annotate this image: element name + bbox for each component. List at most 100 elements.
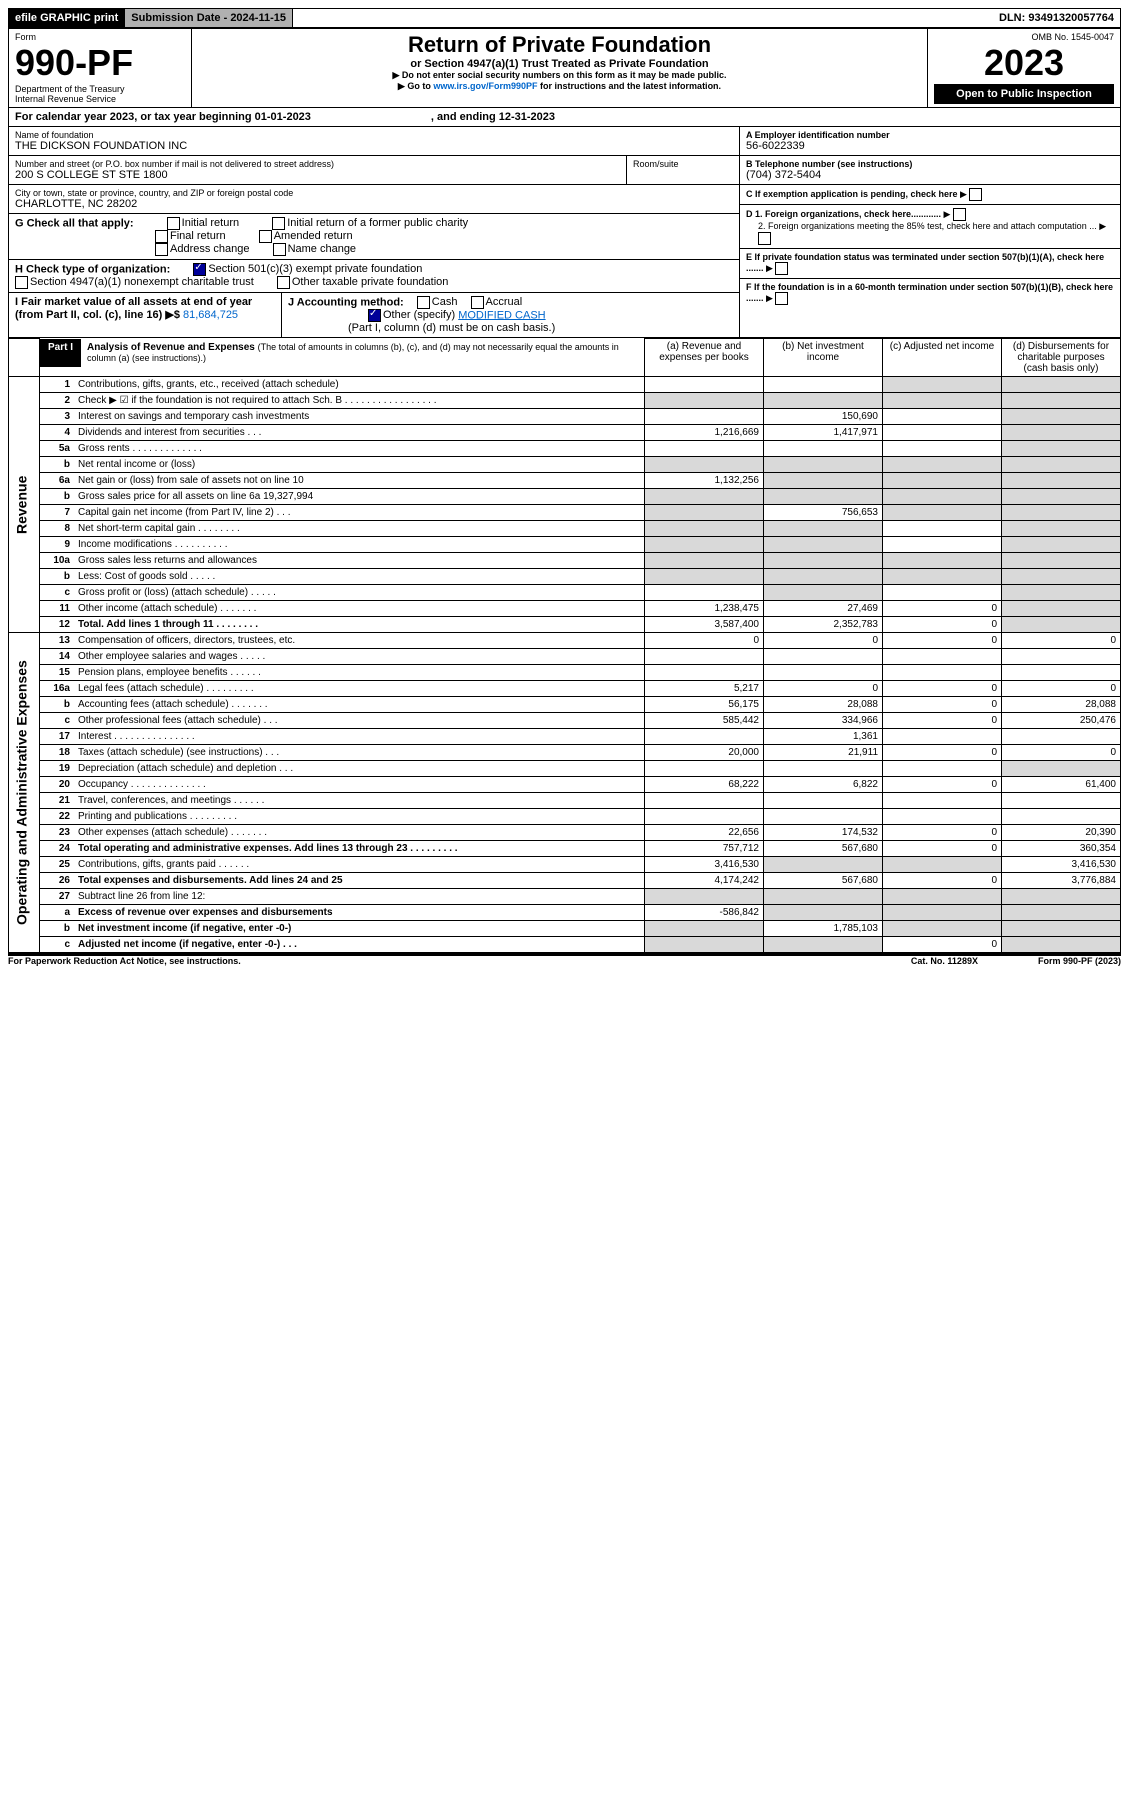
501c3-checkbox[interactable] [193,263,206,276]
table-row: 10aGross sales less returns and allowanc… [9,553,1121,569]
cell-a [645,729,764,745]
g-block: G Check all that apply: Initial return I… [9,214,739,260]
cell-a [645,457,764,473]
cell-c [883,793,1002,809]
form-subtitle: or Section 4947(a)(1) Trust Treated as P… [198,58,921,70]
other-taxable-checkbox[interactable] [277,276,290,289]
col-b: (b) Net investment income [764,339,883,377]
507b1b-checkbox[interactable] [775,292,788,305]
cell-d: 250,476 [1002,713,1121,729]
cell-a [645,569,764,585]
cell-c [883,809,1002,825]
cell-a: 1,216,669 [645,425,764,441]
cell-d [1002,553,1121,569]
cell-c [883,393,1002,409]
table-row: 9Income modifications . . . . . . . . . … [9,537,1121,553]
form990pf-link[interactable]: www.irs.gov/Form990PF [433,81,537,91]
cell-b [764,457,883,473]
table-row: 25Contributions, gifts, grants paid . . … [9,857,1121,873]
4947a1-checkbox[interactable] [15,276,28,289]
final-return-checkbox[interactable] [155,230,168,243]
line-no: 12 [40,617,75,633]
cell-d: 28,088 [1002,697,1121,713]
cell-c [883,649,1002,665]
cell-d [1002,601,1121,617]
omb: OMB No. 1545-0047 [934,32,1114,42]
507b1a-checkbox[interactable] [775,262,788,275]
name-change-checkbox[interactable] [273,243,286,256]
other-method-checkbox[interactable] [368,309,381,322]
exempt-pending-checkbox[interactable] [969,188,982,201]
city: CHARLOTTE, NC 28202 [15,198,733,210]
line-text: Interest on savings and temporary cash i… [74,409,645,425]
cell-d: 3,776,884 [1002,873,1121,889]
cell-d [1002,537,1121,553]
table-row: bNet investment income (if negative, ent… [9,921,1121,937]
foreign-org-checkbox[interactable] [953,208,966,221]
initial-return-checkbox[interactable] [167,217,180,230]
table-row: bGross sales price for all assets on lin… [9,489,1121,505]
table-row: 22Printing and publications . . . . . . … [9,809,1121,825]
line-text: Less: Cost of goods sold . . . . . [74,569,645,585]
line-no: 11 [40,601,75,617]
line-no: 7 [40,505,75,521]
table-row: cAdjusted net income (if negative, enter… [9,937,1121,953]
cell-b: 1,417,971 [764,425,883,441]
table-row: 14Other employee salaries and wages . . … [9,649,1121,665]
dln: DLN: 93491320057764 [993,9,1120,27]
line-no: 6a [40,473,75,489]
cell-c: 0 [883,617,1002,633]
cell-a: 68,222 [645,777,764,793]
cell-a: 3,416,530 [645,857,764,873]
initial-public-checkbox[interactable] [272,217,285,230]
line-no: 15 [40,665,75,681]
cell-c [883,505,1002,521]
line-text: Taxes (attach schedule) (see instruction… [74,745,645,761]
form-number: 990-PF [15,42,185,84]
line-no: 18 [40,745,75,761]
cell-c: 0 [883,777,1002,793]
cell-c [883,665,1002,681]
tel: (704) 372-5404 [746,169,1114,181]
dept: Department of the Treasury [15,84,185,94]
cash-checkbox[interactable] [417,296,430,309]
address: 200 S COLLEGE ST STE 1800 [15,169,620,181]
col-c: (c) Adjusted net income [883,339,1002,377]
cell-c [883,857,1002,873]
address-change-checkbox[interactable] [155,243,168,256]
cell-d [1002,617,1121,633]
cell-a: 1,238,475 [645,601,764,617]
cell-c: 0 [883,697,1002,713]
room-lbl: Room/suite [633,159,733,169]
cell-b: 0 [764,633,883,649]
note1: ▶ Do not enter social security numbers o… [198,70,921,81]
cell-b [764,521,883,537]
foreign-85-checkbox[interactable] [758,232,771,245]
other-method-val: MODIFIED CASH [458,309,545,321]
cell-d [1002,585,1121,601]
cell-d: 0 [1002,745,1121,761]
cell-a [645,409,764,425]
cell-c [883,473,1002,489]
cell-d [1002,921,1121,937]
amended-return-checkbox[interactable] [259,230,272,243]
line-text: Gross profit or (loss) (attach schedule)… [74,585,645,601]
line-no: 27 [40,889,75,905]
table-row: Revenue1Contributions, gifts, grants, et… [9,377,1121,393]
line-no: 14 [40,649,75,665]
footer: For Paperwork Reduction Act Notice, see … [8,956,1121,966]
table-row: 5aGross rents . . . . . . . . . . . . . [9,441,1121,457]
cell-a [645,441,764,457]
cell-a: 585,442 [645,713,764,729]
cell-a: 20,000 [645,745,764,761]
c-check: C If exemption application is pending, c… [740,185,1120,205]
cell-b [764,553,883,569]
form-label: Form [15,32,185,42]
cell-c [883,521,1002,537]
table-row: aExcess of revenue over expenses and dis… [9,905,1121,921]
efile-print-btn[interactable]: efile GRAPHIC print [9,9,125,27]
table-row: 19Depreciation (attach schedule) and dep… [9,761,1121,777]
j-note: (Part I, column (d) must be on cash basi… [348,322,555,334]
fmv-link[interactable]: 81,684,725 [183,309,238,321]
accrual-checkbox[interactable] [471,296,484,309]
